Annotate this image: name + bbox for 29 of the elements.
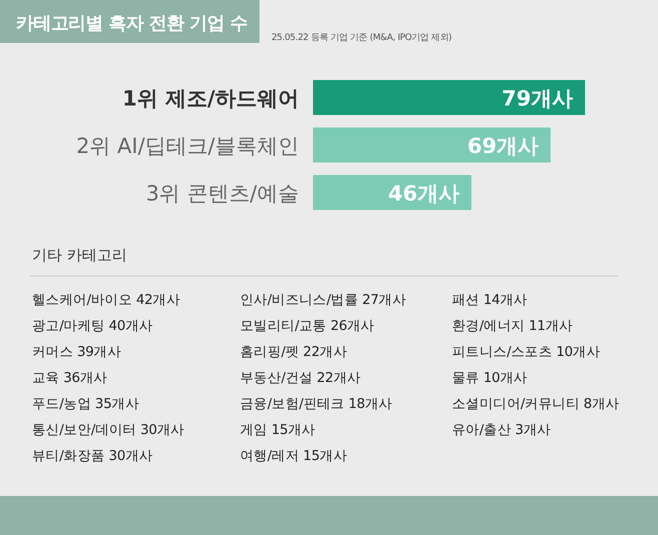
text: 광고/마케팅 40개사 — [32, 318, 154, 334]
text: 피트니스/스포츠 10개사 — [452, 344, 600, 360]
text: 물류 10개사 — [452, 370, 528, 386]
text: 부동산/건설 22개사 — [240, 370, 362, 386]
text: 뷰티/화장품 30개사 — [32, 448, 154, 464]
data-label: 69개사 — [467, 134, 539, 158]
text: 환경/에너지 11개사 — [452, 318, 574, 334]
y-tick-label: 1위 제조/하드웨어 — [122, 86, 299, 110]
text: 모빌리티/교통 26개사 — [240, 318, 375, 334]
text: 카테고리별 흑자 전환 기업 수 — [16, 13, 248, 34]
text: 푸드/농업 35개사 — [32, 396, 140, 412]
y-tick-label: 2위 AI/딥테크/블록체인 — [76, 134, 299, 158]
text: 게임 15개사 — [240, 422, 316, 438]
text: 금융/보험/핀테크 18개사 — [240, 396, 393, 412]
text: 인사/비즈니스/법률 27개사 — [240, 292, 406, 308]
y-tick-label: 3위 콘텐츠/예술 — [146, 182, 299, 206]
text: 헬스케어/바이오 42개사 — [32, 292, 180, 308]
text: 커머스 39개사 — [32, 344, 122, 360]
text: 패션 14개사 — [452, 292, 528, 308]
text: 유아/출산 3개사 — [452, 422, 552, 438]
data-label: 79개사 — [502, 86, 573, 110]
text: 교육 36개사 — [32, 370, 108, 386]
text: 소셜미디어/커뮤니티 8개사 — [452, 396, 620, 412]
chart-subtitle: 25.05.22 등록 기업 기준 (M&A, IPO기업 제외) — [271, 33, 452, 43]
text: 여행/레저 15개사 — [240, 448, 348, 464]
text: 홈리핑/펫 22개사 — [240, 344, 348, 360]
text: 통신/보안/데이터 30개사 — [32, 422, 185, 438]
text: 기타 카테고리 — [32, 246, 127, 264]
data-label: 46개사 — [388, 182, 460, 206]
